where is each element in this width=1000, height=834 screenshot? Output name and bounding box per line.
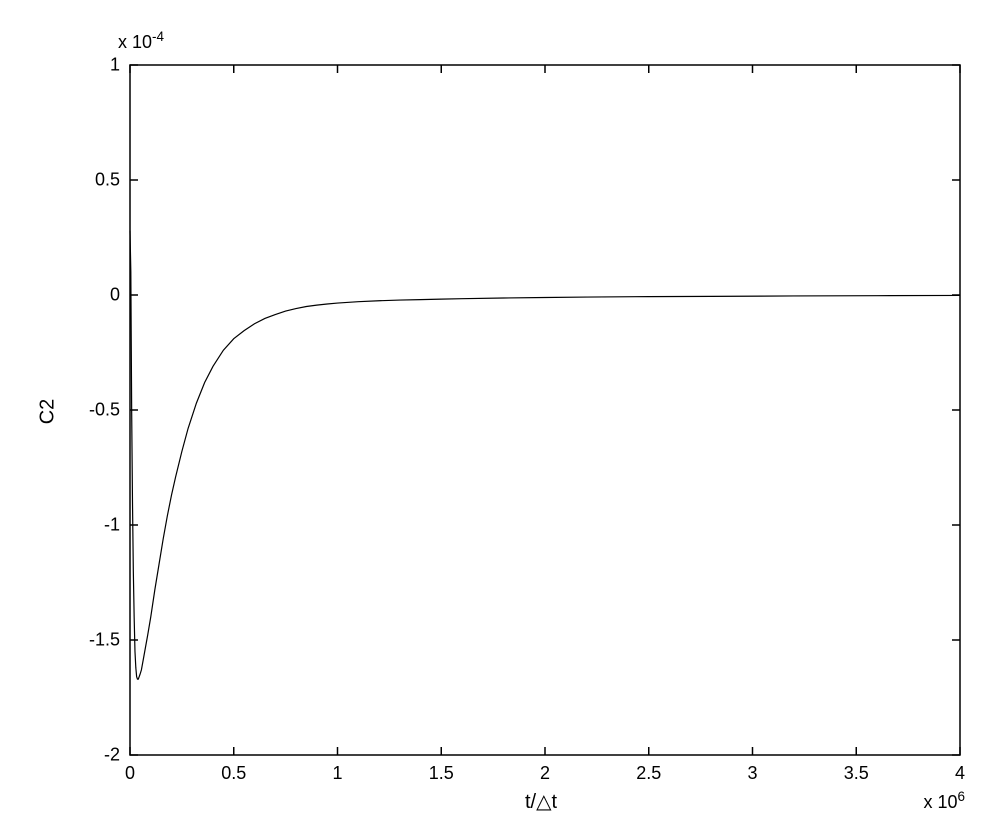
chart-container: x 10-4 x 106 C2 t/△t 0 0.5 1 1.5 2 2.5 3 3.5 4 -2…: [0, 0, 1000, 834]
y-tick-label: -1: [104, 515, 120, 536]
x-tick-label: 2.5: [636, 763, 661, 784]
x-tick-label: 3: [747, 763, 757, 784]
x-exponent-label: x 106: [923, 789, 965, 813]
y-tick-label: 0.5: [95, 170, 120, 191]
y-tick-label: -0.5: [89, 400, 120, 421]
y-tick-label: 1: [110, 55, 120, 76]
x-tick-label: 1: [332, 763, 342, 784]
y-axis-label: C2: [36, 399, 59, 425]
x-tick-label: 2: [540, 763, 550, 784]
x-axis-label: t/△t: [525, 789, 557, 814]
x-tick-label: 3.5: [844, 763, 869, 784]
y-exponent-label: x 10-4: [118, 29, 164, 53]
x-tick-label: 4: [955, 763, 965, 784]
line-chart: [0, 0, 1000, 834]
y-tick-label: 0: [110, 285, 120, 306]
y-tick-label: -2: [104, 745, 120, 766]
x-tick-label: 1.5: [429, 763, 454, 784]
x-tick-label: 0.5: [221, 763, 246, 784]
x-tick-label: 0: [125, 763, 135, 784]
y-tick-label: -1.5: [89, 630, 120, 651]
